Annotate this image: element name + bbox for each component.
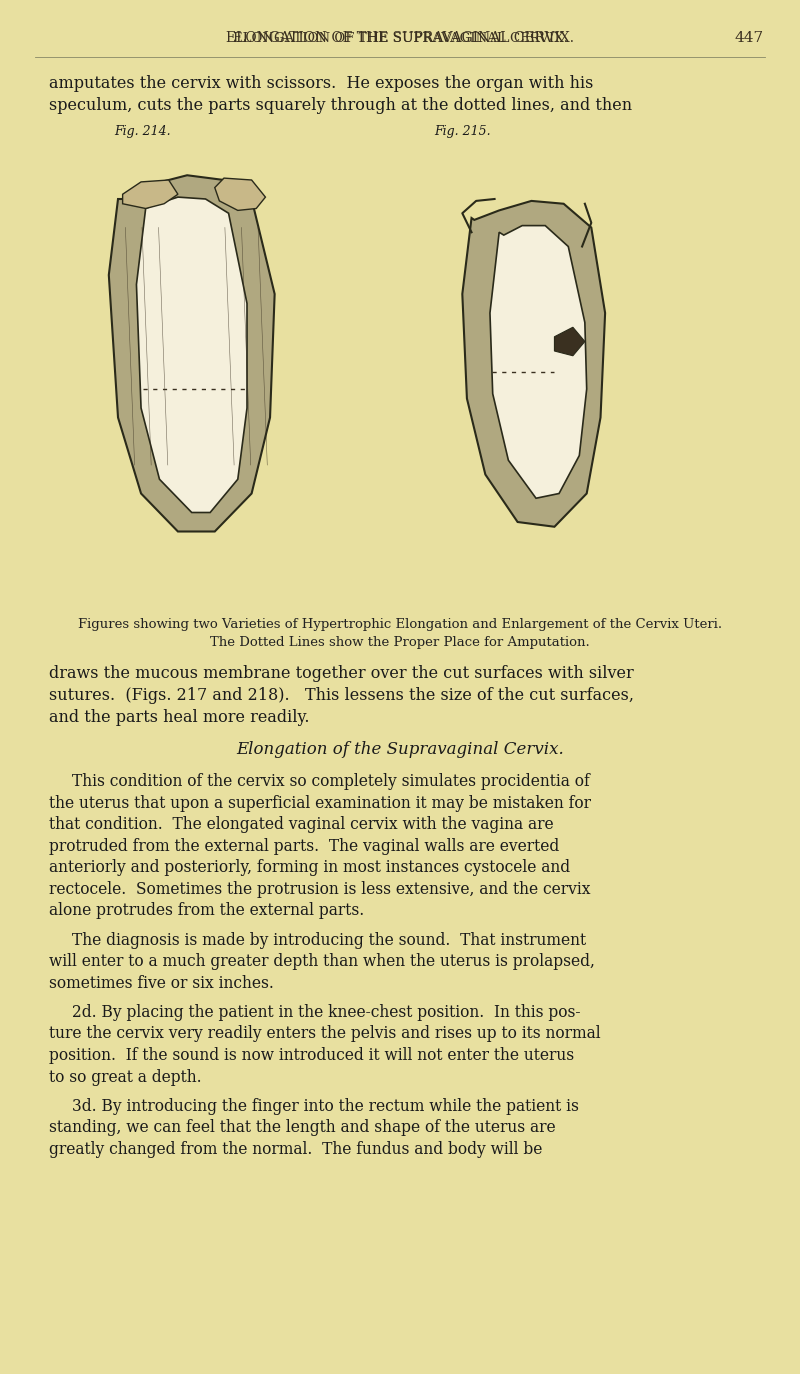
Polygon shape [462,201,605,526]
Text: rectocele.  Sometimes the protrusion is less extensive, and the cervix: rectocele. Sometimes the protrusion is l… [49,881,590,897]
Text: The Dotted Lines show the Proper Place for Amputation.: The Dotted Lines show the Proper Place f… [210,636,590,649]
Text: 3d. By introducing the finger into the rectum while the patient is: 3d. By introducing the finger into the r… [72,1098,579,1114]
Text: Fig. 214.: Fig. 214. [114,125,170,137]
Text: will enter to a much greater depth than when the uterus is prolapsed,: will enter to a much greater depth than … [49,954,594,970]
Text: standing, we can feel that the length and shape of the uterus are: standing, we can feel that the length an… [49,1120,555,1136]
Text: sometimes five or six inches.: sometimes five or six inches. [49,974,274,992]
Polygon shape [122,180,178,209]
Polygon shape [214,179,266,210]
Text: This condition of the cervix so completely simulates procidentia of: This condition of the cervix so complete… [72,774,590,790]
Text: greatly changed from the normal.  The fundus and body will be: greatly changed from the normal. The fun… [49,1140,542,1158]
Text: Figures showing two Varieties of Hypertrophic Elongation and Enlargement of the : Figures showing two Varieties of Hypertr… [78,618,722,631]
Text: Fig. 215.: Fig. 215. [434,125,490,137]
Polygon shape [554,327,585,356]
Polygon shape [109,176,274,532]
Text: anteriorly and posteriorly, forming in most instances cystocele and: anteriorly and posteriorly, forming in m… [49,859,570,877]
Text: alone protrudes from the external parts.: alone protrudes from the external parts. [49,901,364,919]
Text: draws the mucous membrane together over the cut surfaces with silver: draws the mucous membrane together over … [49,665,634,682]
Text: to so great a depth.: to so great a depth. [49,1069,202,1085]
Text: 447: 447 [734,32,764,45]
Text: protruded from the external parts.  The vaginal walls are everted: protruded from the external parts. The v… [49,838,559,855]
Text: ture the cervix very readily enters the pelvis and rises up to its normal: ture the cervix very readily enters the … [49,1025,601,1043]
Text: and the parts heal more readily.: and the parts heal more readily. [49,709,310,725]
Polygon shape [137,196,247,513]
Polygon shape [490,225,586,499]
Text: that condition.  The elongated vaginal cervix with the vagina are: that condition. The elongated vaginal ce… [49,816,554,833]
Text: speculum, cuts the parts squarely through at the dotted lines, and then: speculum, cuts the parts squarely throug… [49,98,632,114]
Text: sutures.  (Figs. 217 and 218).   This lessens the size of the cut surfaces,: sutures. (Figs. 217 and 218). This lesse… [49,687,634,703]
Text: The diagnosis is made by introducing the sound.  That instrument: The diagnosis is made by introducing the… [72,932,586,948]
Text: 2d. By placing the patient in the knee-chest position.  In this pos-: 2d. By placing the patient in the knee-c… [72,1004,581,1021]
Text: Elongation of the Supravaginal Cervix.: Elongation of the Supravaginal Cervix. [236,741,564,758]
Text: ELONGATION OF THE SUPRAVAGINAL CERVIX.: ELONGATION OF THE SUPRAVAGINAL CERVIX. [226,32,574,45]
Text: amputates the cervix with scissors.  He exposes the organ with his: amputates the cervix with scissors. He e… [49,76,594,92]
Text: position.  If the sound is now introduced it will not enter the uterus: position. If the sound is now introduced… [49,1047,574,1063]
Text: ELONGATION OF THE SUPRAVAGINAL CERVIX.: ELONGATION OF THE SUPRAVAGINAL CERVIX. [233,32,567,44]
Text: the uterus that upon a superficial examination it may be mistaken for: the uterus that upon a superficial exami… [49,794,591,812]
